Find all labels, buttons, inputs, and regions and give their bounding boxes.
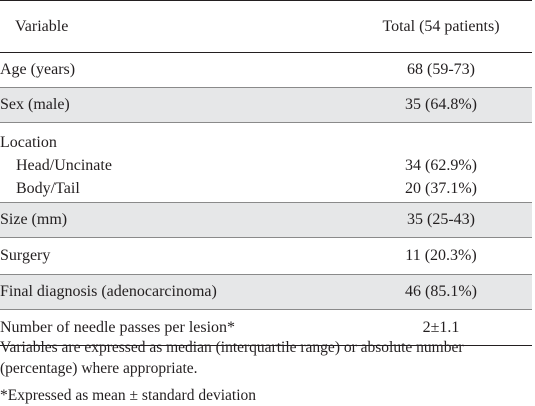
row-value-body-tail: 20 (37.1%) [405,180,477,197]
row-label-sex: Sex (male) [0,87,350,123]
row-label-age: Age (years) [0,52,350,88]
characteristics-table: Variable Total (54 patients) Age (years)… [0,0,532,346]
footnote-mean-sd: *Expressed as mean ± standard deviation [0,387,256,404]
table-row-size: Size (mm) 35 (25-43) [0,202,532,238]
header-variable: Variable [0,0,350,53]
row-value-surgery: 11 (20.3%) [350,237,532,275]
row-label-final-diagnosis: Final diagnosis (adenocarcinoma) [0,274,350,310]
row-value-head-uncinate: 34 (62.9%) [405,157,477,174]
row-label-location-cell: Location Head/Uncinate Body/Tail [0,122,350,203]
row-value-age: 68 (59-73) [350,52,532,88]
row-value-final-diagnosis: 46 (85.1%) [350,274,532,310]
row-value-size: 35 (25-43) [350,202,532,238]
row-label-body-tail: Body/Tail [16,180,80,197]
row-value-sex: 35 (64.8%) [350,87,532,123]
table-row-sex: Sex (male) 35 (64.8%) [0,87,532,123]
table-header-row: Variable Total (54 patients) [0,0,532,53]
table-row-location: Location Head/Uncinate Body/Tail 34 (62.… [0,122,532,203]
table-row-age: Age (years) 68 (59-73) [0,52,532,88]
table-row-surgery: Surgery 11 (20.3%) [0,237,532,275]
row-value-location-cell: 34 (62.9%) 20 (37.1%) [350,122,532,203]
row-label-needle-passes: Number of needle passes per lesion* [0,309,350,346]
table-row-needle-passes: Number of needle passes per lesion* 2±1.… [0,309,532,346]
row-label-location: Location [0,134,57,151]
row-label-head-uncinate: Head/Uncinate [16,157,112,174]
row-label-surgery: Surgery [0,237,350,275]
row-label-size: Size (mm) [0,202,350,238]
header-total: Total (54 patients) [350,0,532,53]
footnote-expression: Variables are expressed as median (inter… [0,339,464,377]
table-row-final-diagnosis: Final diagnosis (adenocarcinoma) 46 (85.… [0,274,532,310]
row-value-needle-passes: 2±1.1 [350,309,532,346]
